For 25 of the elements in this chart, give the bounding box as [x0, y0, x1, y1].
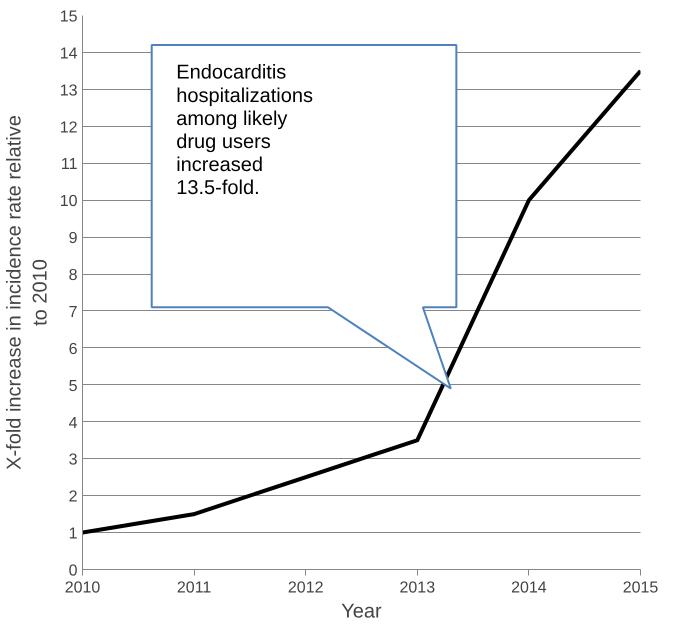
y-tick-label: 9 — [68, 230, 78, 248]
y-tick-label: 3 — [68, 452, 78, 469]
x-tick-label: 2015 — [622, 580, 658, 596]
x-axis-title: Year — [341, 600, 382, 622]
x-tick-label: 2014 — [511, 580, 547, 596]
y-tick-label: 5 — [68, 378, 78, 395]
x-tick-label: 2013 — [400, 580, 436, 596]
y-tick-label: 2 — [68, 488, 78, 506]
y-tick-label: 14 — [60, 45, 78, 62]
y-tick-label: 12 — [60, 119, 78, 136]
y-tick-label: 8 — [68, 267, 78, 284]
y-tick-label: 15 — [60, 8, 78, 26]
y-axis-title: X-fold increase in incidence rate relative to 2010 — [3, 115, 52, 470]
y-tick-label: 11 — [60, 156, 78, 174]
y-tick-label: 4 — [68, 414, 78, 432]
x-tick-label: 2010 — [64, 580, 100, 596]
x-tick-label: 2011 — [176, 580, 212, 596]
y-tick-label: 0 — [68, 562, 78, 580]
y-tick-label: 13 — [60, 82, 78, 100]
x-tick-label: 2012 — [288, 580, 324, 596]
y-tick-label: 7 — [68, 304, 78, 321]
annotation: Endocarditis hospitalizations among likely drug users increased 13.5-fold. — [176, 62, 313, 200]
y-tick-label: 6 — [68, 340, 78, 358]
y-tick-label: 10 — [60, 193, 78, 210]
y-tick-label: 1 — [68, 526, 78, 543]
